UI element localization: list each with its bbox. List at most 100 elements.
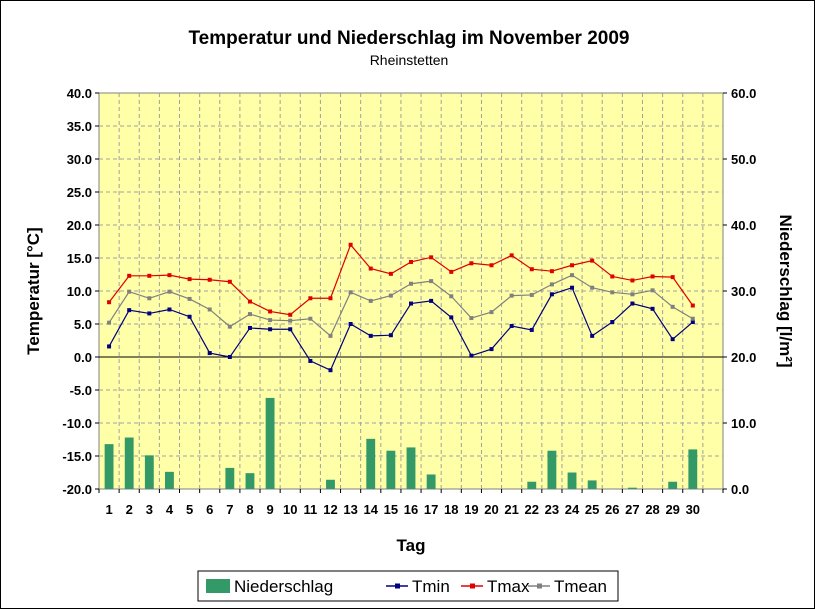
y-left-tick-label: -5.0 — [70, 383, 92, 398]
tmean-point — [268, 318, 273, 323]
y-left-tick-label: 0.0 — [74, 350, 92, 365]
tmax-point — [368, 266, 373, 271]
x-tick-label: 23 — [545, 502, 559, 517]
niederschlag-bar — [426, 474, 436, 489]
x-axis-title: Tag — [397, 536, 426, 555]
tmin-point — [610, 320, 615, 325]
tmean-point — [348, 290, 353, 295]
tmax-point — [328, 296, 333, 301]
tmin-point — [690, 320, 695, 325]
y-right-tick-label: 50.0 — [731, 152, 756, 167]
tmean-point — [650, 288, 655, 293]
tmax-point — [388, 271, 393, 276]
tmean-point — [529, 292, 534, 297]
tmin-point — [348, 322, 353, 326]
tmean-line — [108, 274, 694, 337]
tmin-point — [328, 368, 333, 373]
x-tick-label: 20 — [484, 502, 498, 517]
tmin-point — [409, 301, 413, 306]
y-left-tick-label: -15.0 — [62, 449, 92, 464]
x-tick-label: 10 — [283, 502, 297, 517]
tmean-point — [630, 292, 635, 297]
tmean-point — [127, 289, 132, 294]
tmin-point — [388, 333, 393, 338]
y-left-tick-label: 10.0 — [67, 284, 92, 299]
tmin-point — [368, 333, 373, 338]
tmean-point — [308, 316, 313, 321]
tmean-point — [227, 324, 232, 329]
tmean-point — [328, 333, 333, 338]
x-tick-label: 28 — [645, 502, 659, 517]
legend-marker-tmean — [537, 583, 542, 589]
x-tick-label: 26 — [605, 502, 619, 517]
tmean-point — [489, 310, 494, 315]
tmax-point — [187, 277, 192, 282]
tmin-point — [509, 323, 514, 328]
niederschlag-bar — [527, 481, 537, 489]
tmin-point — [449, 315, 454, 320]
y-right-tick-label: 10.0 — [731, 416, 756, 431]
niederschlag-bar — [326, 479, 335, 489]
x-tick-label: 12 — [323, 502, 337, 517]
niederschlag-bar — [265, 397, 275, 489]
niederschlag-bar — [567, 472, 577, 489]
tmean-point — [570, 273, 575, 278]
x-tick-label: 8 — [246, 502, 253, 517]
tmin-point — [227, 355, 232, 359]
y-left-tick-label: 25.0 — [67, 185, 92, 200]
chart-title: Temperatur und Niederschlag im November … — [188, 28, 629, 49]
x-tick-label: 11 — [303, 502, 317, 517]
tmax-point — [348, 242, 353, 247]
tmin-point — [469, 353, 474, 358]
niederschlag-bar — [104, 444, 114, 489]
x-tick-label: 21 — [504, 502, 518, 517]
tmean-point — [670, 304, 675, 309]
tmax-point — [570, 263, 575, 268]
tmean-point — [590, 285, 595, 290]
tmin-point — [489, 347, 494, 352]
tmin-point — [207, 351, 212, 356]
tmin-point — [650, 306, 655, 311]
tmax-point — [489, 263, 494, 268]
tmax-point — [288, 312, 293, 317]
legend-marker-tmin — [395, 583, 400, 589]
y-left-tick-label: -10.0 — [62, 416, 92, 431]
niederschlag-bar — [245, 473, 255, 489]
tmin-point — [670, 337, 675, 342]
x-tick-label: 6 — [206, 502, 213, 517]
tmax-point — [449, 269, 454, 274]
y-right-tick-label: 20.0 — [731, 350, 756, 365]
legend-label-tmean: Tmean — [554, 577, 607, 596]
tmin-point — [268, 327, 273, 332]
x-tick-label: 16 — [404, 502, 418, 517]
tmean-point — [187, 296, 192, 301]
y-axis-left-ticks: 40.0 35.0 30.0 25.0 20.0 15.0 10.0 5.0 0.0 -5.0 -1… — [62, 86, 99, 497]
tmin-point — [147, 311, 152, 316]
y-right-tick-label: 60.0 — [731, 86, 756, 101]
tmin-point — [549, 292, 554, 297]
x-tick-label: 30 — [686, 502, 700, 517]
tmin-point — [127, 308, 132, 313]
tmin-point — [247, 325, 252, 330]
y-left-tick-label: 30.0 — [67, 152, 92, 167]
tmean-point — [288, 318, 293, 323]
tmean-point — [549, 282, 554, 287]
tmax-point — [549, 269, 554, 274]
tmin-line — [108, 286, 694, 372]
tmin-point — [187, 314, 192, 319]
x-tick-label: 14 — [364, 502, 379, 517]
tmax-point — [207, 277, 212, 282]
tmean-point — [388, 293, 393, 298]
x-tick-label: 3 — [146, 502, 153, 517]
niederschlag-bars — [104, 397, 698, 489]
niederschlag-bar — [165, 471, 174, 489]
x-tick-label: 19 — [464, 502, 478, 517]
x-tick-label: 15 — [384, 502, 398, 517]
tmean-point — [107, 320, 112, 325]
tmax-point — [429, 255, 434, 260]
tmean-point — [147, 296, 152, 301]
x-tick-label: 17 — [424, 502, 438, 517]
tmin-point — [570, 285, 575, 290]
x-tick-label: 5 — [186, 502, 193, 517]
